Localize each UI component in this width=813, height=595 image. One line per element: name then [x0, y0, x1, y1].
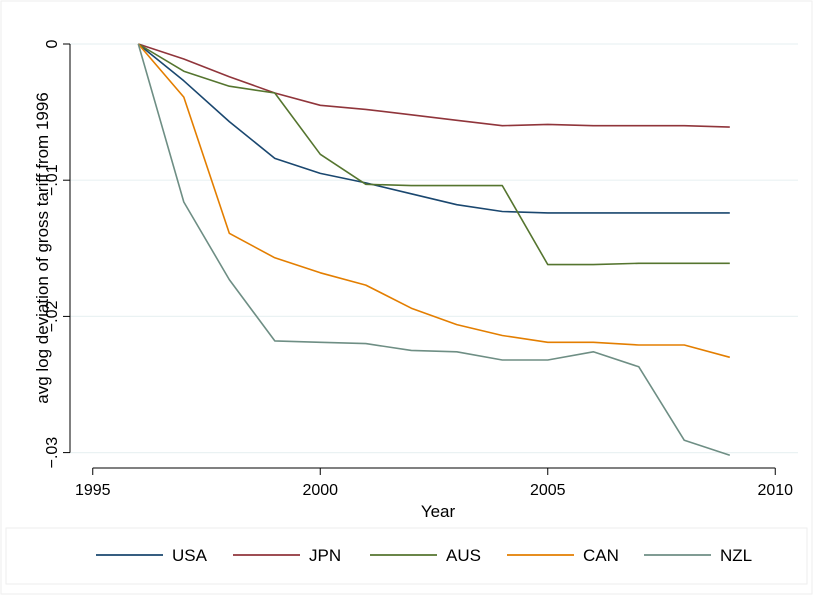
legend-label-aus: AUS	[446, 546, 481, 565]
legend-label-jpn: JPN	[309, 546, 341, 565]
series-line-jpn	[138, 43, 730, 128]
x-tick-label: 1995	[75, 482, 111, 499]
series-line-can	[137, 43, 731, 359]
y-axis-label: avg log deviation of gross tariff from 1…	[33, 92, 52, 404]
series-line-usa	[137, 43, 730, 214]
legend-box	[5, 527, 808, 585]
series-layer	[137, 43, 731, 457]
axes-layer: 0 −.01 −.02 −.03 1995 2000 2005 2010	[44, 39, 793, 499]
x-tick-label: 2005	[530, 482, 566, 499]
legend-label-can: CAN	[583, 546, 619, 565]
legend-label-nzl: NZL	[720, 546, 752, 565]
x-axis-label: Year	[421, 502, 456, 521]
legend-label-usa: USA	[172, 546, 208, 565]
y-tick-label: −.02	[44, 301, 61, 333]
y-tick-label: −.03	[44, 437, 61, 469]
x-tick-label: 2000	[302, 482, 338, 499]
x-tick-label: 2010	[757, 482, 793, 499]
y-tick-label: −.01	[44, 164, 61, 196]
y-tick-label: 0	[44, 39, 61, 48]
legend: USA JPN AUS CAN NZL	[5, 527, 808, 585]
series-line-aus	[137, 43, 730, 266]
series-line-nzl	[137, 43, 731, 457]
